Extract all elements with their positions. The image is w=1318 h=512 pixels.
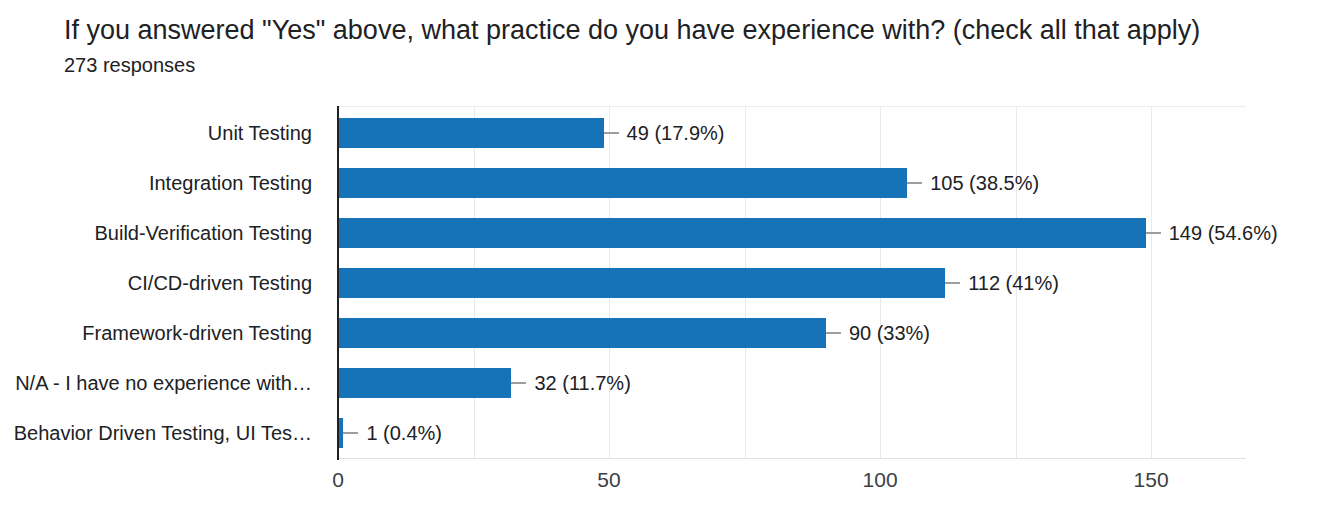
x-tick-label-150: 150 [1134,468,1169,492]
bar-track: 49 (17.9%) [338,108,1246,158]
value-label: 90 (33%) [849,322,930,345]
leader-line [604,132,619,134]
leader-line [826,332,841,334]
leader-line [907,182,922,184]
category-label: Behavior Driven Testing, UI Tes… [0,422,326,445]
response-count: 273 responses [64,52,195,78]
x-axis-tick-labels: 0 50 100 150 [0,466,1318,500]
value-annotation: 112 (41%) [945,258,1059,308]
value-label: 149 (54.6%) [1169,222,1278,245]
bar[interactable] [338,168,907,198]
value-annotation: 49 (17.9%) [604,108,725,158]
category-label: Build-Verification Testing [0,222,326,245]
category-label: Framework-driven Testing [0,322,326,345]
bar-track: 90 (33%) [338,308,1246,358]
form-response-chart-card: If you answered "Yes" above, what practi… [0,0,1318,512]
value-annotation: 1 (0.4%) [343,408,442,458]
bar-row: Behavior Driven Testing, UI Tes… 1 (0.4%… [0,408,1318,458]
value-label: 105 (38.5%) [930,172,1039,195]
y-axis-line [337,106,339,460]
value-label: 49 (17.9%) [627,122,725,145]
bar-track: 105 (38.5%) [338,158,1246,208]
value-label: 112 (41%) [968,272,1059,295]
bar-row: Framework-driven Testing 90 (33%) [0,308,1318,358]
value-label: 32 (11.7%) [534,372,630,395]
leader-line [343,432,358,434]
bar[interactable] [338,368,511,398]
bar[interactable] [338,218,1146,248]
value-label: 1 (0.4%) [366,422,442,445]
x-tick-label-0: 0 [332,468,344,492]
value-annotation: 32 (11.7%) [511,358,630,408]
x-tick-label-50: 50 [597,468,620,492]
bar-track: 149 (54.6%) [338,208,1246,258]
bar-row: Integration Testing 105 (38.5%) [0,158,1318,208]
bar-rows: Unit Testing 49 (17.9%) Integration Test… [0,108,1318,458]
bar-row: Build-Verification Testing 149 (54.6%) [0,208,1318,258]
leader-line [1146,232,1161,234]
bar-track: 32 (11.7%) [338,358,1246,408]
bar-row: N/A - I have no experience with… 32 (11.… [0,358,1318,408]
x-tick-label-100: 100 [863,468,898,492]
bar-row: Unit Testing 49 (17.9%) [0,108,1318,158]
category-label: Unit Testing [0,122,326,145]
bar-chart: Unit Testing 49 (17.9%) Integration Test… [0,106,1318,512]
category-label: Integration Testing [0,172,326,195]
bar[interactable] [338,318,826,348]
leader-line [511,382,526,384]
bar-track: 112 (41%) [338,258,1246,308]
value-annotation: 90 (33%) [826,308,930,358]
bar[interactable] [338,268,945,298]
bar-track: 1 (0.4%) [338,408,1246,458]
bar[interactable] [338,118,604,148]
bar-row: CI/CD-driven Testing 112 (41%) [0,258,1318,308]
x-axis-baseline [338,458,1246,459]
value-annotation: 149 (54.6%) [1146,208,1278,258]
category-label: N/A - I have no experience with… [0,372,326,395]
leader-line [945,282,960,284]
category-label: CI/CD-driven Testing [0,272,326,295]
question-title: If you answered "Yes" above, what practi… [64,13,1200,47]
value-annotation: 105 (38.5%) [907,158,1039,208]
